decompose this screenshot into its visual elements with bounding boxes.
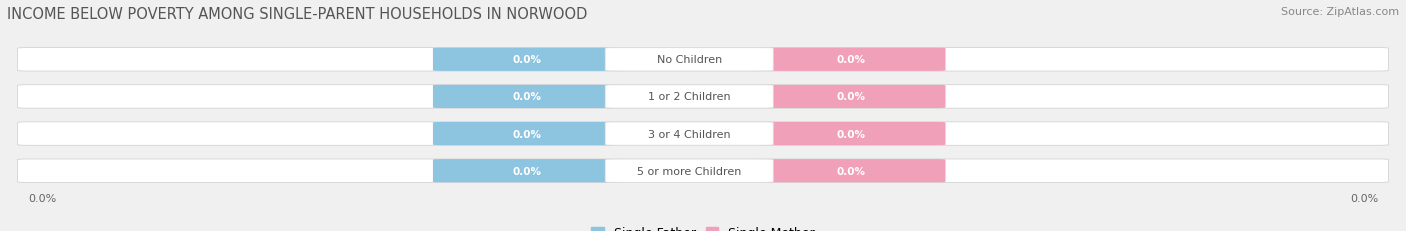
Text: 3 or 4 Children: 3 or 4 Children (648, 129, 731, 139)
FancyBboxPatch shape (17, 85, 1389, 109)
FancyBboxPatch shape (756, 159, 945, 182)
FancyBboxPatch shape (605, 85, 773, 109)
Text: 5 or more Children: 5 or more Children (637, 166, 741, 176)
FancyBboxPatch shape (433, 85, 621, 109)
FancyBboxPatch shape (17, 159, 1389, 182)
FancyBboxPatch shape (17, 122, 1389, 146)
Legend: Single Father, Single Mother: Single Father, Single Mother (591, 226, 815, 231)
Text: 0.0%: 0.0% (513, 92, 541, 102)
Text: 0.0%: 0.0% (837, 129, 866, 139)
Text: 0.0%: 0.0% (513, 129, 541, 139)
Text: 0.0%: 0.0% (28, 193, 56, 203)
Text: Source: ZipAtlas.com: Source: ZipAtlas.com (1281, 7, 1399, 17)
Text: INCOME BELOW POVERTY AMONG SINGLE-PARENT HOUSEHOLDS IN NORWOOD: INCOME BELOW POVERTY AMONG SINGLE-PARENT… (7, 7, 588, 22)
FancyBboxPatch shape (605, 159, 773, 182)
FancyBboxPatch shape (756, 122, 945, 146)
Text: 0.0%: 0.0% (513, 166, 541, 176)
Text: 0.0%: 0.0% (837, 55, 866, 65)
FancyBboxPatch shape (433, 122, 621, 146)
Text: 0.0%: 0.0% (1350, 193, 1378, 203)
FancyBboxPatch shape (17, 49, 1389, 72)
Text: No Children: No Children (657, 55, 721, 65)
Text: 1 or 2 Children: 1 or 2 Children (648, 92, 731, 102)
Text: 0.0%: 0.0% (513, 55, 541, 65)
Text: 0.0%: 0.0% (837, 166, 866, 176)
FancyBboxPatch shape (756, 85, 945, 109)
FancyBboxPatch shape (756, 49, 945, 72)
Text: 0.0%: 0.0% (837, 92, 866, 102)
FancyBboxPatch shape (433, 159, 621, 182)
FancyBboxPatch shape (433, 49, 621, 72)
FancyBboxPatch shape (605, 122, 773, 146)
FancyBboxPatch shape (605, 49, 773, 72)
